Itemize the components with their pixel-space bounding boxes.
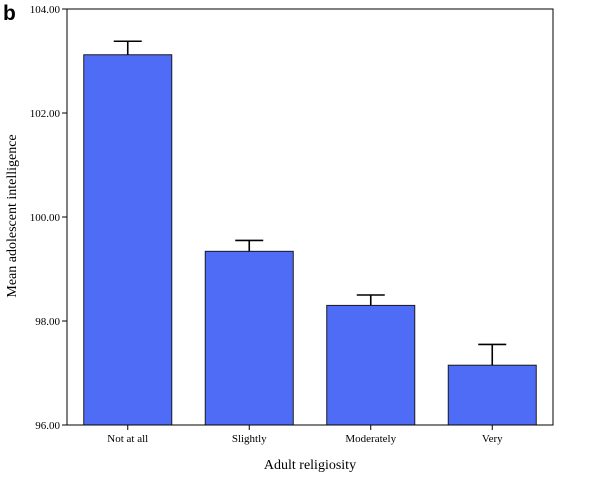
panel-label: b xyxy=(3,2,16,25)
y-axis-title: Mean adolescent intelligence xyxy=(5,134,20,297)
error-bars-layer xyxy=(113,40,507,366)
x-tick-label: Slightly xyxy=(232,433,267,445)
y-tick-label: 98.00 xyxy=(35,316,60,328)
x-tick-label: Moderately xyxy=(345,433,396,445)
x-tick-label: Not at all xyxy=(107,433,148,445)
y-tick-label: 100.00 xyxy=(30,212,61,224)
bar-not-at-all xyxy=(83,54,173,426)
y-axis: 96.00 98.00 100.00 102.00 104.00 xyxy=(30,4,67,432)
bar-moderately xyxy=(326,304,416,426)
x-axis: Not at all Slightly Moderately Very xyxy=(107,425,503,445)
y-tick-label: 104.00 xyxy=(30,4,61,16)
x-tick-label: Very xyxy=(482,433,503,445)
x-axis-title: Adult religiosity xyxy=(264,458,356,473)
y-tick-label: 96.00 xyxy=(35,420,60,432)
bars-layer xyxy=(83,54,537,426)
bar-very xyxy=(447,364,537,426)
y-tick-label: 102.00 xyxy=(30,108,61,120)
bar-slightly xyxy=(204,250,294,426)
